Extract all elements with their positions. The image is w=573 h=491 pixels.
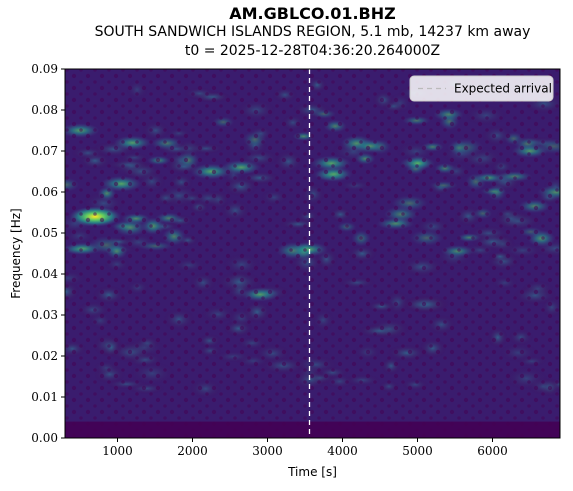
low-frequency-band (65, 421, 560, 438)
y-axis-label: Frequency [Hz] (9, 208, 23, 299)
title-block: AM.GBLCO.01.BHZ SOUTH SANDWICH ISLANDS R… (65, 4, 560, 61)
chart-subtitle: SOUTH SANDWICH ISLANDS REGION, 5.1 mb, 1… (94, 24, 531, 40)
legend-box (409, 75, 554, 102)
axes: 1000 2000 3000 4000 5000 6000 0.00 0.01 0.02 0.03… (9, 62, 561, 479)
x-tick-label: 6000 (477, 444, 508, 458)
x-axis-label: Time [s] (287, 465, 337, 479)
y-tick-label: 0.03 (31, 308, 58, 322)
y-tick-label: 0.00 (31, 431, 58, 445)
chart-title: AM.GBLCO.01.BHZ (229, 4, 396, 23)
plot-frame (64, 68, 561, 439)
y-tick-label: 0.02 (31, 349, 58, 363)
y-tick-label: 0.01 (31, 390, 58, 404)
x-tick-label: 5000 (402, 444, 433, 458)
spectrogram-heatmap (65, 69, 560, 438)
y-tick-label: 0.04 (31, 267, 58, 281)
legend-label: Expected arrival (454, 82, 552, 96)
x-tick-label: 1000 (102, 444, 133, 458)
x-tick-label: 3000 (252, 444, 283, 458)
legend: Expected arrival (409, 75, 554, 102)
y-tick-label: 0.06 (31, 185, 58, 199)
y-tick-label: 0.05 (31, 226, 58, 240)
x-tick-label: 2000 (177, 444, 208, 458)
y-tick-label: 0.07 (31, 144, 58, 158)
x-tick-label: 4000 (327, 444, 358, 458)
y-tick-label: 0.08 (31, 103, 58, 117)
y-tick-label: 0.09 (31, 62, 58, 76)
chart-time-origin: t0 = 2025-12-28T04:36:20.264000Z (184, 43, 441, 59)
texture-dots (65, 69, 560, 438)
